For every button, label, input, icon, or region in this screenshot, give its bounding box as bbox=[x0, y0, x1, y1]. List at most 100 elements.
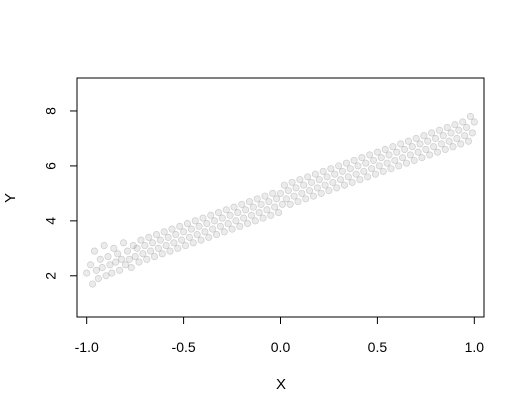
scatter-point bbox=[224, 220, 232, 228]
scatter-point bbox=[420, 132, 428, 140]
scatter-point bbox=[162, 242, 170, 250]
scatter-point bbox=[261, 192, 269, 200]
scatter-point bbox=[108, 269, 116, 277]
scatter-point bbox=[381, 145, 389, 153]
scatter-point bbox=[195, 222, 203, 230]
scatter-point bbox=[240, 214, 248, 222]
scatter-point bbox=[257, 200, 265, 208]
scatter-point bbox=[244, 220, 252, 228]
scatter-point bbox=[137, 236, 145, 244]
scatter-point bbox=[232, 217, 240, 225]
scatter-point bbox=[292, 184, 300, 192]
scatter-point bbox=[251, 217, 259, 225]
scatter-point bbox=[371, 170, 380, 178]
scatter-point bbox=[377, 154, 385, 162]
scatter-point bbox=[412, 134, 420, 142]
scatter-point bbox=[98, 263, 106, 272]
scatter-point bbox=[294, 198, 302, 206]
scatter-point bbox=[393, 148, 401, 156]
scatter-point bbox=[164, 233, 172, 241]
scatter-point bbox=[88, 280, 97, 288]
scatter-point bbox=[278, 200, 286, 208]
scatter-point bbox=[416, 140, 424, 148]
scatter-point bbox=[358, 154, 366, 162]
scatter-point bbox=[247, 211, 255, 219]
scatter-point bbox=[228, 225, 236, 233]
scatter-point bbox=[443, 123, 451, 132]
scatter-point bbox=[92, 266, 100, 274]
scatter-point bbox=[160, 228, 168, 236]
scatter-point bbox=[209, 225, 217, 233]
scatter-point bbox=[83, 269, 91, 277]
scatter-point bbox=[352, 170, 360, 178]
x-axis: -1.0 -0.5 0.0 0.5 1.0 bbox=[75, 316, 484, 355]
scatter-point bbox=[282, 195, 290, 203]
scatter-point bbox=[230, 203, 238, 211]
scatter-point bbox=[466, 112, 474, 121]
scatter-point bbox=[269, 189, 277, 197]
scatter-point bbox=[319, 167, 327, 175]
scatter-point bbox=[249, 203, 257, 211]
scatter-point bbox=[207, 211, 215, 219]
scatter-point bbox=[234, 209, 242, 217]
scatter-point bbox=[127, 263, 135, 272]
scatter-point bbox=[94, 274, 102, 283]
scatter-point bbox=[383, 159, 391, 167]
scatter-point bbox=[395, 162, 403, 170]
scatter-point bbox=[197, 236, 205, 244]
scatter-point bbox=[317, 189, 325, 197]
scatter-point bbox=[327, 165, 335, 173]
scatter-point bbox=[265, 198, 273, 206]
scatter-point bbox=[369, 156, 378, 164]
scatter-point bbox=[189, 239, 197, 247]
scatter-point bbox=[333, 184, 341, 192]
x-tick-label: -1.0 bbox=[75, 339, 99, 355]
scatter-point bbox=[464, 137, 473, 145]
scatter-point bbox=[275, 209, 283, 217]
scatter-point bbox=[96, 255, 104, 263]
scatter-point bbox=[255, 209, 263, 217]
scatter-point bbox=[315, 176, 323, 184]
scatter-point bbox=[453, 134, 461, 142]
y-tick-label: 8 bbox=[43, 107, 59, 115]
scatter-points bbox=[83, 112, 478, 288]
scatter-point bbox=[414, 148, 422, 156]
scatter-point bbox=[397, 140, 405, 148]
scatter-point bbox=[410, 156, 418, 164]
scatter-point bbox=[284, 187, 292, 195]
scatter-point bbox=[211, 217, 219, 225]
scatter-point bbox=[422, 145, 430, 153]
scatter-point bbox=[463, 123, 471, 132]
scatter-point bbox=[325, 187, 333, 195]
scatter-point bbox=[154, 244, 162, 252]
scatter-point bbox=[104, 253, 112, 261]
scatter-point bbox=[362, 159, 370, 167]
scatter-point bbox=[263, 206, 271, 214]
scatter-point bbox=[121, 261, 130, 269]
scatter-point bbox=[216, 222, 224, 230]
y-axis: 2 4 6 8 bbox=[43, 107, 78, 280]
scatter-point bbox=[170, 239, 178, 247]
scatter-point bbox=[408, 143, 416, 151]
scatter-point bbox=[174, 244, 182, 252]
scatter-point bbox=[212, 231, 221, 239]
scatter-point bbox=[338, 167, 347, 175]
scatter-point bbox=[147, 247, 155, 255]
scatter-point bbox=[193, 231, 201, 239]
scatter-point bbox=[135, 258, 143, 266]
scatter-point bbox=[238, 200, 246, 208]
scatter-point bbox=[214, 209, 223, 217]
scatter-point bbox=[296, 176, 304, 184]
scatter-point bbox=[129, 242, 137, 250]
scatter-point bbox=[430, 143, 438, 151]
scatter-point bbox=[399, 154, 407, 162]
scatter-point bbox=[331, 170, 339, 178]
scatter-point bbox=[143, 255, 151, 263]
scatter-point bbox=[302, 195, 310, 203]
scatter-point bbox=[342, 159, 350, 167]
scatter-point bbox=[337, 176, 345, 184]
scatter-point bbox=[286, 200, 294, 208]
scatter-point bbox=[455, 126, 463, 134]
scatter-point bbox=[183, 220, 192, 228]
x-tick-label: 0.0 bbox=[271, 339, 291, 355]
